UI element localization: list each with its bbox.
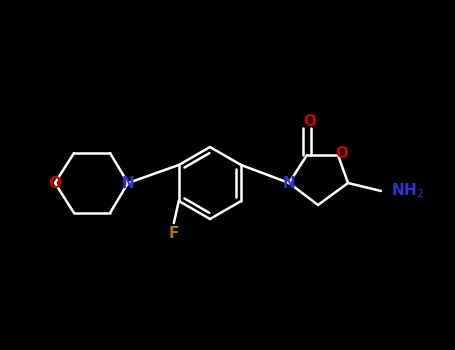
Text: O: O (335, 147, 349, 161)
Text: NH$_2$: NH$_2$ (391, 182, 424, 200)
Text: N: N (121, 175, 134, 190)
Text: N: N (283, 175, 295, 190)
Text: O: O (303, 113, 317, 128)
Text: O: O (49, 175, 61, 190)
Text: F: F (169, 225, 179, 240)
